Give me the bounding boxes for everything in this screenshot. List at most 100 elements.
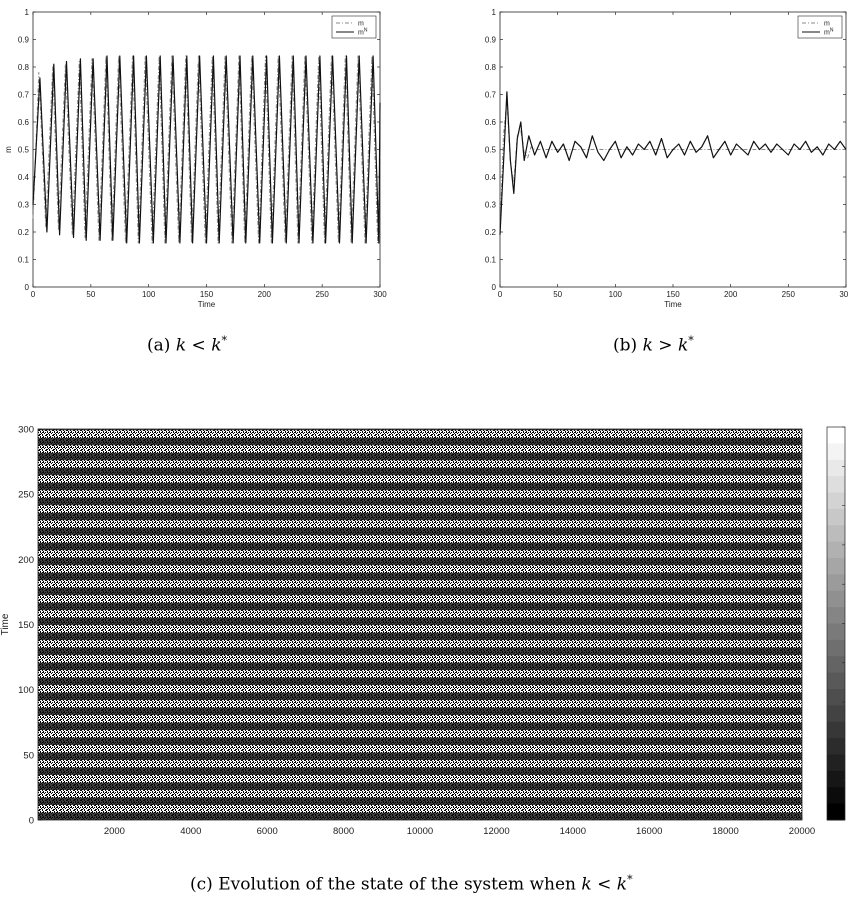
y-tick-label: 0.2 — [485, 228, 497, 237]
legend-label: m — [824, 21, 830, 28]
x-tick-label: 10000 — [407, 826, 433, 837]
legend-box — [331, 15, 377, 39]
dark-band — [38, 752, 802, 761]
colorbar-step — [827, 574, 845, 592]
caption-c-star: * — [627, 873, 633, 886]
panel-c: 2000 4000 6000 8000 10000 12000 14000 16000 1800… — [0, 425, 846, 837]
x-tick-label: 100 — [142, 290, 156, 299]
caption-b-star: * — [688, 334, 694, 347]
x-tick-label: 150 — [200, 290, 214, 299]
dark-band — [38, 587, 802, 596]
x-tick-label: 18000 — [712, 826, 738, 837]
colorbar-step — [827, 623, 845, 641]
y-tick-label: 0.5 — [18, 146, 30, 155]
colorbar-step — [827, 508, 845, 526]
y-tick-label: 0 — [29, 816, 34, 827]
x-tick-label: 16000 — [636, 826, 662, 837]
colorbar-step — [827, 738, 845, 755]
dark-band — [38, 452, 802, 461]
y-tick-label: 300 — [18, 425, 34, 436]
x-tick-label: 100 — [609, 290, 623, 299]
panel-a: 0 50 100 150 200 250 300 0 0.1 0.2 0.3 0.4 0.5 0.6 0.7… — [4, 8, 387, 309]
caption-b-kstar: k — [677, 335, 689, 356]
x-tick-label: 0 — [498, 290, 503, 299]
dark-band — [38, 437, 802, 446]
dark-band — [38, 647, 802, 656]
y-tick-label: 0.8 — [18, 63, 30, 72]
y-axis-label: Time — [0, 613, 11, 635]
caption-c-rel: < — [597, 874, 612, 895]
x-tick-label: 14000 — [560, 826, 586, 837]
y-tick-label: 1 — [25, 8, 30, 17]
dark-band — [38, 429, 802, 431]
x-axis-label: Time — [664, 300, 682, 309]
caption-c: (c) Evolution of the state of the system… — [190, 873, 633, 895]
x-tick-label: 4000 — [180, 826, 201, 837]
y-tick-label: 50 — [23, 750, 34, 761]
colorbar-step — [827, 558, 845, 575]
colorbar-step — [827, 689, 845, 706]
x-tick-label: 6000 — [257, 826, 278, 837]
dark-band — [38, 737, 802, 746]
caption-b-rel: > — [658, 335, 673, 356]
legend-box — [797, 15, 843, 39]
y-tick-label: 0 — [492, 283, 497, 292]
colorbar-step — [827, 754, 845, 772]
colorbar-step — [827, 459, 845, 477]
dark-band — [38, 497, 802, 506]
legend-label: m — [358, 21, 364, 28]
caption-c-k: k — [581, 874, 592, 895]
x-tick-label: 8000 — [333, 826, 354, 837]
dark-band — [38, 692, 802, 701]
x-axis-label: Time — [198, 300, 216, 309]
colorbar-step — [827, 590, 845, 608]
legend-label-sup: N — [364, 28, 368, 34]
caption-b: (b) k > k* — [613, 334, 694, 356]
dark-band — [38, 482, 802, 491]
dark-band — [38, 677, 802, 686]
x-tick-label: 300 — [839, 290, 848, 299]
dark-band — [38, 467, 802, 476]
colorbar-step — [827, 787, 845, 805]
legend-label-sup: N — [830, 28, 834, 34]
dark-band — [38, 512, 802, 521]
dark-band — [38, 527, 802, 536]
colorbar-step — [827, 672, 845, 690]
dark-band — [38, 722, 802, 731]
colorbar-step — [827, 476, 845, 493]
caption-b-label: (b) — [613, 335, 638, 356]
x-tick-label: 2000 — [104, 826, 125, 837]
colorbar-step — [827, 656, 845, 674]
y-tick-label: 0.9 — [18, 36, 30, 45]
y-tick-label: 0.2 — [18, 228, 30, 237]
y-tick-label: 0.7 — [18, 91, 30, 100]
y-tick-label: 100 — [18, 685, 34, 696]
legend-label: mN — [358, 28, 368, 37]
x-tick-label: 50 — [86, 290, 95, 299]
y-tick-label: 200 — [18, 555, 34, 566]
y-tick-label: 1 — [492, 8, 497, 17]
caption-c-text: (c) Evolution of the state of the system… — [190, 874, 576, 895]
caption-a-label: (a) — [147, 335, 171, 356]
y-tick-label: 0.6 — [18, 118, 30, 127]
legend-label: mN — [824, 28, 834, 37]
caption-a-kstar: k — [211, 335, 222, 356]
caption-a-star: * — [221, 334, 228, 347]
x-tick-label: 250 — [315, 290, 329, 299]
dark-band — [38, 617, 802, 626]
y-tick-label: 0.3 — [18, 201, 30, 210]
x-tick-label: 250 — [782, 290, 796, 299]
y-axis-label: m — [4, 146, 13, 153]
y-tick-label: 150 — [18, 620, 34, 631]
dark-band — [38, 632, 802, 641]
colorbar-step — [827, 770, 845, 788]
colorbar-step — [827, 721, 845, 739]
y-tick-label: 0.8 — [485, 63, 497, 72]
x-tick-label: 200 — [258, 290, 272, 299]
colorbar-step — [827, 607, 845, 624]
series-line-mN — [32, 55, 381, 244]
y-tick-label: 0.7 — [485, 91, 497, 100]
caption-c-kstar: k — [616, 874, 628, 895]
y-tick-label: 0.6 — [485, 118, 497, 127]
y-tick-label: 0.4 — [18, 173, 30, 182]
